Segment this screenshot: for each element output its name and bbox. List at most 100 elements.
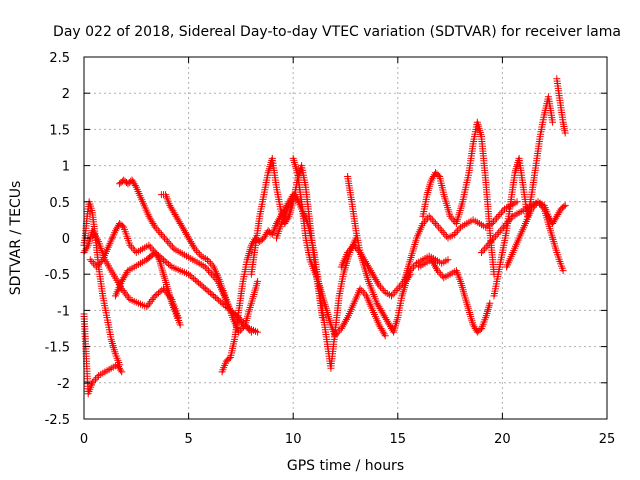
data-point: [162, 273, 165, 276]
data-point: [185, 255, 188, 257]
data-point: [187, 237, 190, 239]
data-point: [330, 324, 332, 326]
data-point: [112, 273, 115, 276]
data-point: [518, 211, 520, 214]
data-point: [334, 334, 336, 337]
data-point: [160, 233, 163, 236]
data-point: [118, 182, 121, 185]
data-point: [229, 356, 232, 359]
data-point: [250, 273, 253, 276]
data-point: [101, 258, 104, 261]
data-point: [271, 157, 274, 160]
data-point: [426, 193, 428, 196]
ticks: 0 5 10 15 20 25 -2.5 -2 -1.5 -1 -0.5 0 0.5 1 1.5 2 2.5: [45, 51, 616, 447]
data-point: [371, 273, 374, 276]
x-tick-label: 15: [390, 432, 407, 447]
y-tick-label: 1.5: [49, 123, 70, 138]
data-point: [210, 273, 213, 276]
series-sat-t: [553, 75, 569, 137]
data-point: [440, 262, 443, 265]
data-point: [194, 248, 196, 250]
data-point: [436, 269, 439, 272]
data-point: [330, 367, 332, 370]
data-point: [365, 295, 368, 297]
data-point: [325, 309, 328, 312]
data-point: [135, 186, 138, 189]
data-point: [434, 222, 437, 225]
data-point: [321, 295, 324, 297]
data-point: [422, 222, 424, 225]
y-tick-label: -2.5: [45, 413, 70, 428]
data-point: [516, 200, 518, 203]
data-point: [258, 215, 261, 218]
data-point: [428, 215, 431, 218]
data-point: [359, 251, 361, 254]
data-point: [325, 338, 328, 341]
series-sat-r: [490, 93, 557, 300]
data-point: [225, 360, 228, 362]
data-point: [258, 240, 261, 243]
data-point: [555, 251, 558, 254]
data-point: [114, 352, 117, 355]
data-point: [225, 298, 228, 301]
data-point: [110, 367, 113, 370]
data-point: [376, 302, 378, 305]
data-point: [131, 179, 134, 182]
data-point: [493, 237, 495, 239]
data-point: [212, 295, 215, 297]
data-point: [198, 262, 201, 265]
data-point: [292, 157, 295, 160]
data-point: [430, 258, 433, 261]
data-point: [488, 302, 491, 305]
data-point: [518, 157, 520, 160]
data-point: [281, 219, 284, 221]
data-point: [396, 316, 399, 319]
data-point: [91, 211, 94, 214]
data-point: [442, 276, 445, 279]
data-point: [505, 266, 508, 268]
data-point: [472, 324, 474, 326]
data-point: [522, 186, 525, 189]
data-point: [300, 200, 303, 203]
data-point: [422, 215, 424, 218]
data-point: [288, 215, 290, 218]
data-point: [120, 371, 123, 373]
data-point: [476, 121, 479, 124]
data-point: [86, 215, 88, 218]
data-point: [484, 226, 487, 229]
data-point: [486, 244, 489, 247]
data-point: [150, 255, 152, 257]
data-point: [166, 287, 169, 290]
data-point: [493, 273, 495, 276]
data-point: [275, 237, 278, 239]
data-point: [415, 262, 418, 265]
data-point: [168, 204, 171, 207]
data-point: [499, 229, 502, 232]
data-point: [497, 215, 500, 218]
data-point: [110, 338, 113, 341]
data-point: [179, 251, 182, 254]
data-point: [122, 226, 125, 229]
data-point: [133, 266, 136, 268]
data-point: [296, 171, 299, 174]
data-point: [171, 266, 173, 268]
data-point-markers: [553, 75, 569, 137]
data-point: [463, 295, 466, 297]
data-point: [346, 175, 349, 178]
data-point: [275, 222, 278, 225]
data-point: [461, 200, 464, 203]
data-point: [440, 229, 443, 232]
data-point: [493, 295, 495, 297]
data-point: [401, 295, 403, 297]
data-point: [562, 269, 564, 272]
data-point: [390, 295, 393, 297]
data-point: [353, 302, 355, 305]
data-point: [212, 266, 215, 268]
data-point: [85, 352, 87, 355]
data-point: [449, 215, 451, 218]
data-point: [535, 164, 537, 167]
data-point: [539, 135, 541, 138]
data-point: [294, 193, 297, 196]
data-point: [417, 266, 420, 268]
data-point: [233, 338, 236, 341]
